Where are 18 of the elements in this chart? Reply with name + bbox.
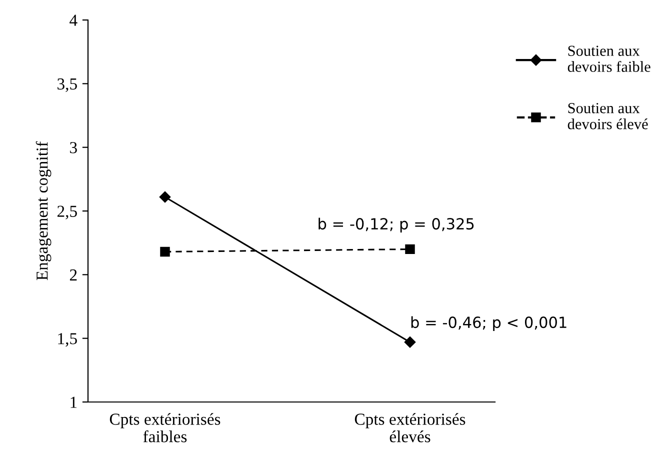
x-tick-label: Cpts extériorisés élevés xyxy=(354,413,466,442)
y-tick-label: 3 xyxy=(70,142,77,154)
annotation: b = -0,12; p = 0,325 xyxy=(318,218,474,233)
y-tick-label: 1,5 xyxy=(58,333,77,347)
y-tick-label: 2,5 xyxy=(57,206,77,220)
legend-label: Soutien aux devoirs faible xyxy=(568,46,650,72)
x-tick-label: Cpts extériorisés faibles xyxy=(110,413,220,442)
y-tick-label: 1 xyxy=(70,396,77,408)
annotation: b = -0,46; p < 0,001 xyxy=(411,316,566,332)
y-tick-label: 3,5 xyxy=(58,78,77,92)
y-axis-title: Engagement cognitif xyxy=(36,141,52,280)
y-tick-label: 4 xyxy=(70,14,78,26)
point xyxy=(405,244,415,254)
point xyxy=(159,191,171,203)
point xyxy=(404,336,416,348)
legend-label: Soutien aux devoirs élevé xyxy=(568,103,648,130)
point xyxy=(160,246,170,257)
y-tick-label: 2 xyxy=(70,269,77,280)
